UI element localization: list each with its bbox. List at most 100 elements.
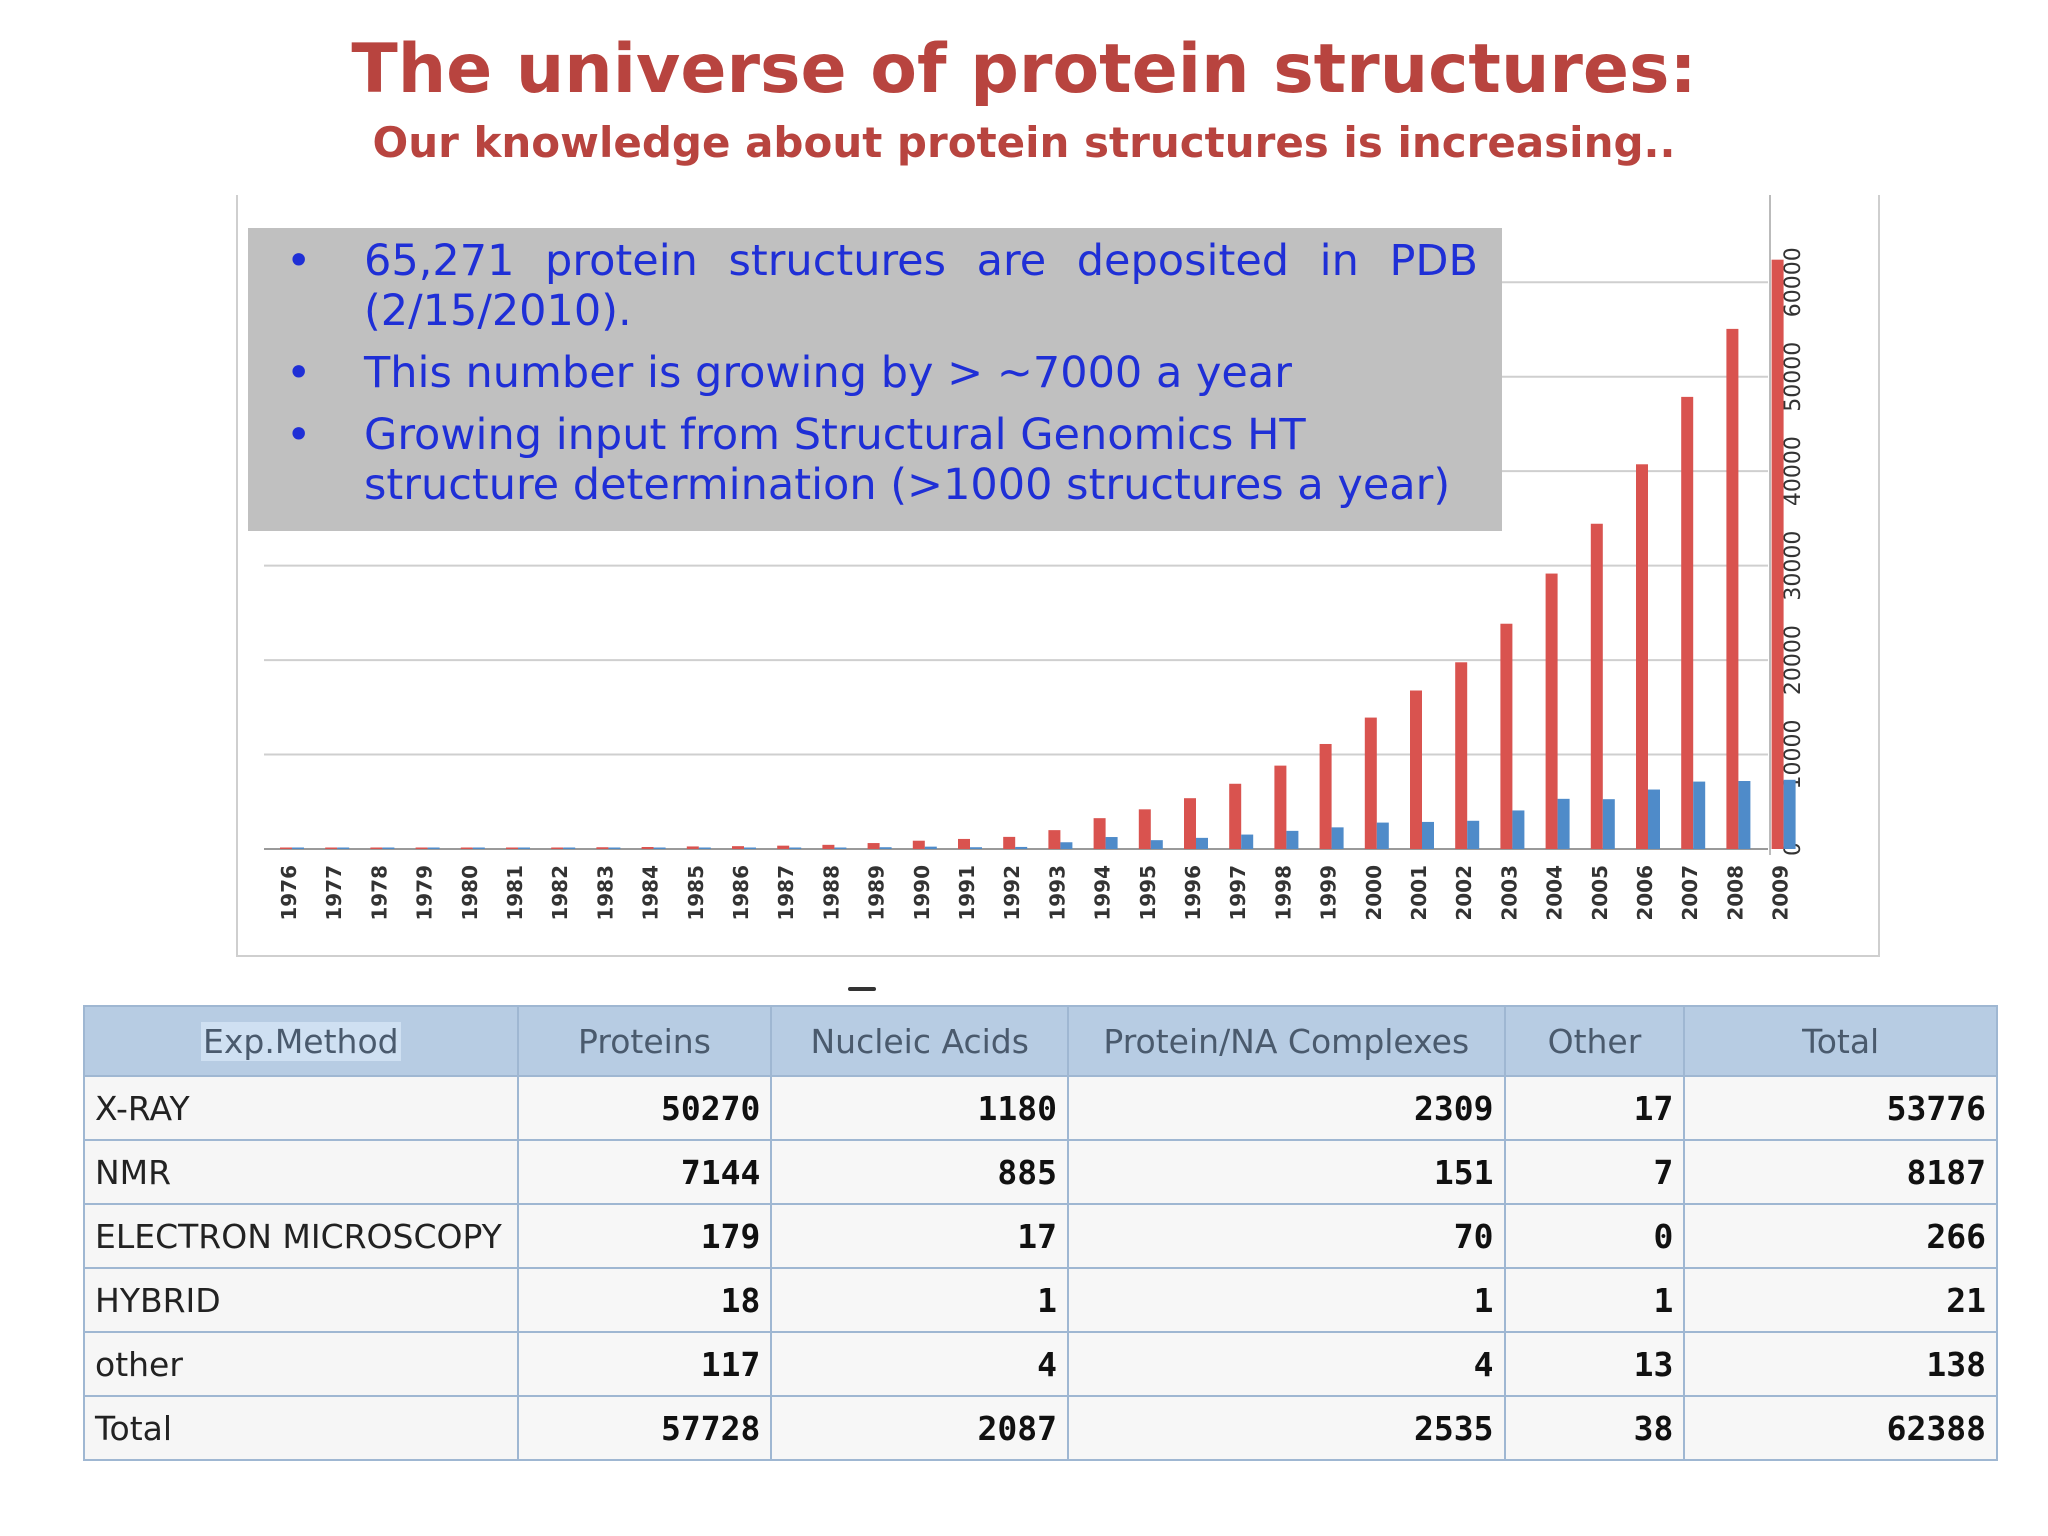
x-tick-label: 1994 — [1091, 865, 1115, 921]
bar-yearly-1981 — [518, 847, 530, 849]
table-row-total: Total 57728 2087 2535 38 62388 — [83, 1395, 1998, 1461]
proteins-cell: 18 — [516, 1267, 773, 1333]
bar-total-1990 — [912, 840, 925, 849]
x-tick-label: 2001 — [1407, 865, 1431, 921]
method-cell: HYBRID — [83, 1267, 519, 1333]
header-protein-na-complexes[interactable]: Protein/NA Complexes — [1067, 1005, 1506, 1077]
table-row: ELECTRON MICROSCOPY 179 17 70 0 266 — [83, 1203, 1998, 1269]
x-tick-label: 1987 — [774, 865, 798, 921]
total-cell: 266 — [1683, 1203, 1998, 1269]
bar-yearly-1996 — [1196, 837, 1208, 849]
slide-title: The universe of protein structures: — [351, 30, 1697, 109]
x-tick-label: 1979 — [413, 865, 437, 921]
nucleic-acids-cell: 17 — [770, 1203, 1070, 1269]
stray-dash — [848, 987, 876, 991]
bar-total-2001 — [1410, 690, 1422, 849]
bullet-dot: • — [286, 348, 312, 398]
y-tick-label: 50000 — [1781, 342, 1806, 412]
method-cell: X-RAY — [83, 1075, 519, 1141]
x-tick-label: 1982 — [548, 865, 572, 921]
other-cell: 17 — [1503, 1075, 1686, 1141]
total-cell: 138 — [1683, 1331, 1998, 1397]
x-tick-label: 1978 — [367, 865, 391, 921]
complexes-cell: 1 — [1067, 1267, 1506, 1333]
x-tick-label: 1983 — [593, 865, 617, 921]
bar-total-1996 — [1184, 798, 1196, 849]
bar-total-2000 — [1364, 717, 1377, 849]
method-cell: other — [83, 1331, 519, 1397]
nucleic-acids-cell: 2087 — [770, 1395, 1070, 1461]
bar-yearly-2001 — [1422, 821, 1434, 849]
method-cell: Total — [83, 1395, 519, 1461]
x-tick-label: 2009 — [1769, 865, 1793, 921]
header-other[interactable]: Other — [1503, 1005, 1686, 1077]
other-cell: 0 — [1503, 1203, 1686, 1269]
total-cell: 8187 — [1683, 1139, 1998, 1205]
complexes-cell: 2535 — [1067, 1395, 1506, 1461]
table-body: X-RAY 50270 1180 2309 17 53776 NMR 7144 … — [83, 1075, 1998, 1461]
header-nucleic-acids[interactable]: Nucleic Acids — [770, 1005, 1070, 1077]
bar-yearly-1992 — [1015, 846, 1028, 849]
bar-yearly-2005 — [1602, 799, 1615, 849]
x-tick-label: 1989 — [865, 865, 889, 921]
bar-yearly-2008 — [1738, 781, 1751, 849]
x-tick-label: 1980 — [458, 865, 482, 921]
table-row: HYBRID 18 1 1 1 21 — [83, 1267, 1998, 1333]
y-tick-label: 20000 — [1781, 625, 1806, 695]
bar-yearly-2003 — [1512, 810, 1525, 849]
bar-total-1994 — [1093, 818, 1106, 849]
table-row: other 117 4 4 13 138 — [83, 1331, 1998, 1397]
bar-yearly-1990 — [924, 846, 937, 849]
header-proteins[interactable]: Proteins — [516, 1005, 773, 1077]
header-exp-method[interactable]: Exp.Method — [83, 1005, 519, 1077]
bar-yearly-1986 — [744, 847, 756, 849]
x-tick-label: 1996 — [1181, 865, 1205, 921]
x-tick-label: 1977 — [322, 865, 346, 921]
bar-yearly-2006 — [1648, 789, 1660, 849]
bar-total-2008 — [1726, 328, 1739, 849]
y-tick-label: 40000 — [1781, 436, 1806, 506]
bar-yearly-1980 — [472, 847, 485, 849]
complexes-cell: 70 — [1067, 1203, 1506, 1269]
bar-yearly-2000 — [1376, 822, 1389, 849]
header-total[interactable]: Total — [1683, 1005, 1998, 1077]
slide-subtitle: Our knowledge about protein structures i… — [372, 118, 1676, 167]
bar-total-2007 — [1681, 396, 1694, 849]
bar-total-1976 — [280, 847, 292, 849]
bar-total-1981 — [506, 847, 518, 849]
bar-total-1997 — [1229, 783, 1242, 849]
bar-yearly-1976 — [292, 847, 304, 849]
y-tick-label: 30000 — [1781, 531, 1806, 601]
bar-total-1987 — [777, 845, 790, 849]
bar-yearly-1999 — [1331, 827, 1344, 849]
x-tick-label: 2008 — [1723, 865, 1747, 921]
complexes-cell: 4 — [1067, 1331, 1506, 1397]
bar-yearly-1988 — [834, 847, 847, 849]
bar-yearly-2009 — [1783, 779, 1796, 849]
y-tick-label: 10000 — [1781, 720, 1806, 790]
bar-yearly-1997 — [1241, 834, 1254, 849]
bar-total-1979 — [415, 847, 428, 849]
bar-yearly-2004 — [1557, 798, 1570, 849]
x-tick-label: 2006 — [1633, 865, 1657, 921]
proteins-cell: 7144 — [516, 1139, 773, 1205]
bar-total-1993 — [1048, 830, 1061, 849]
other-cell: 38 — [1503, 1395, 1686, 1461]
bar-total-1984 — [641, 847, 654, 849]
bar-total-1982 — [551, 847, 564, 849]
bar-total-1978 — [370, 847, 383, 849]
bar-yearly-1991 — [970, 847, 982, 849]
x-tick-label: 1995 — [1136, 865, 1160, 921]
x-tick-label: 1981 — [503, 865, 527, 921]
bar-total-2009 — [1771, 259, 1784, 849]
bullet-text: This number is growing by > ~7000 a year — [364, 348, 1292, 398]
bar-yearly-1977 — [337, 847, 350, 849]
table-row: X-RAY 50270 1180 2309 17 53776 — [83, 1075, 1998, 1141]
bar-yearly-2002 — [1467, 820, 1480, 849]
bullet-growth-rate: • This number is growing by > ~7000 a ye… — [268, 348, 1478, 398]
bar-yearly-1984 — [653, 847, 666, 849]
total-cell: 21 — [1683, 1267, 1998, 1333]
x-tick-label: 1991 — [955, 865, 979, 921]
bar-total-1986 — [732, 846, 744, 849]
proteins-cell: 117 — [516, 1331, 773, 1397]
